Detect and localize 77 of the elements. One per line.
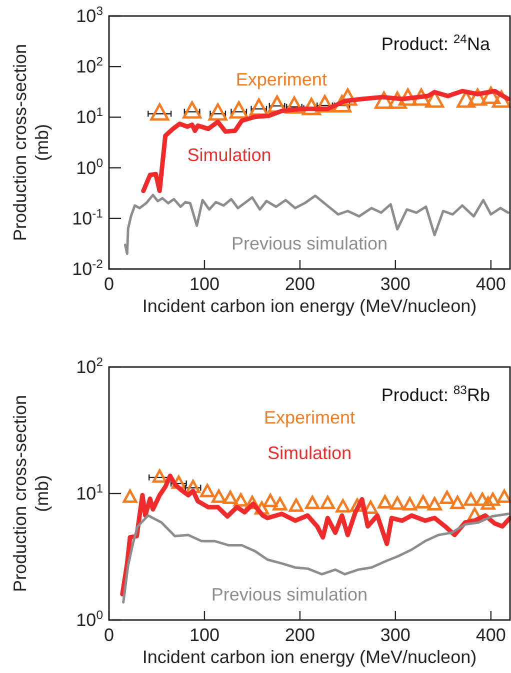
point	[272, 497, 288, 510]
text: Simulation	[267, 443, 352, 464]
point	[223, 490, 238, 504]
x-tick-label: 400	[476, 274, 506, 294]
point	[486, 492, 500, 506]
y-tick-label: 10$^{1}$	[76, 482, 104, 504]
point	[402, 497, 417, 510]
y-tick-label: 10$^{2}$	[76, 54, 104, 77]
point	[412, 88, 431, 106]
x-axis-title: Incident carbon ion energy (MeV/nucleon)	[142, 647, 477, 667]
point	[350, 498, 364, 512]
y-tick-label: 10$^{0}$	[76, 156, 104, 178]
x-tick-label: 100	[189, 625, 220, 645]
point	[249, 98, 268, 116]
point	[480, 496, 496, 510]
point	[450, 496, 465, 510]
point	[122, 489, 138, 503]
series-label: Previous simulation	[231, 234, 388, 254]
point	[320, 496, 335, 510]
point	[171, 475, 186, 489]
y-tick-label: 10$^{2}$	[76, 355, 104, 377]
series-label: Experiment	[236, 69, 327, 90]
point	[336, 499, 350, 513]
x-axis-title: Incident carbon ion energy (MeV/nucleon)	[142, 296, 477, 316]
point	[427, 497, 442, 510]
point	[200, 484, 215, 498]
point	[425, 90, 444, 108]
point	[305, 496, 320, 510]
y-tick-label: 10$^{3}$	[76, 4, 104, 26]
y-tick-label: 10$^{-2}$	[72, 257, 104, 279]
x-tick-label: 300	[380, 625, 410, 645]
line-series	[122, 512, 510, 604]
point	[374, 91, 394, 109]
x-tick-label: 0	[104, 625, 114, 645]
point	[244, 496, 260, 510]
point	[150, 103, 170, 121]
y-tick-label: 10$^{1}$	[76, 105, 104, 128]
point	[464, 492, 478, 506]
x-tick-label: 300	[380, 274, 410, 294]
point	[288, 498, 304, 512]
y-axis-title: Production cross-section (mb)	[10, 44, 52, 242]
point	[212, 489, 226, 503]
point	[416, 495, 430, 508]
x-tick-label: 400	[476, 625, 506, 645]
annotation: Product: $^{24}$Na	[381, 32, 491, 54]
point	[492, 90, 511, 108]
x-tick-label: 200	[284, 274, 315, 294]
point	[208, 103, 228, 121]
series-label: Previous simulation	[211, 584, 368, 605]
line-series	[124, 194, 510, 256]
point	[182, 101, 202, 119]
point	[302, 98, 321, 116]
point	[440, 490, 454, 504]
point	[388, 91, 407, 109]
point	[254, 501, 270, 515]
point	[481, 86, 500, 104]
point	[229, 101, 248, 119]
x-tick-label: 200	[284, 625, 315, 645]
series-label: Simulation	[187, 145, 272, 166]
annotation: Product: $^{83}$Rb	[381, 383, 490, 405]
point	[263, 494, 278, 508]
text: Experiment	[264, 408, 356, 428]
point	[363, 500, 378, 514]
point	[390, 496, 405, 510]
point	[468, 88, 487, 106]
x-tick-label: 100	[189, 274, 220, 294]
y-tick-label: 10$^{0}$	[76, 608, 104, 630]
y-axis-title: Production cross-section (mb)	[10, 394, 52, 592]
point	[152, 469, 167, 483]
y-tick-label: 10$^{-1}$	[72, 206, 104, 228]
point	[234, 493, 248, 507]
x-tick-label: 0	[104, 274, 114, 294]
point	[186, 480, 200, 494]
point	[398, 88, 418, 106]
point	[338, 88, 358, 106]
point	[497, 489, 511, 503]
point	[378, 495, 392, 508]
